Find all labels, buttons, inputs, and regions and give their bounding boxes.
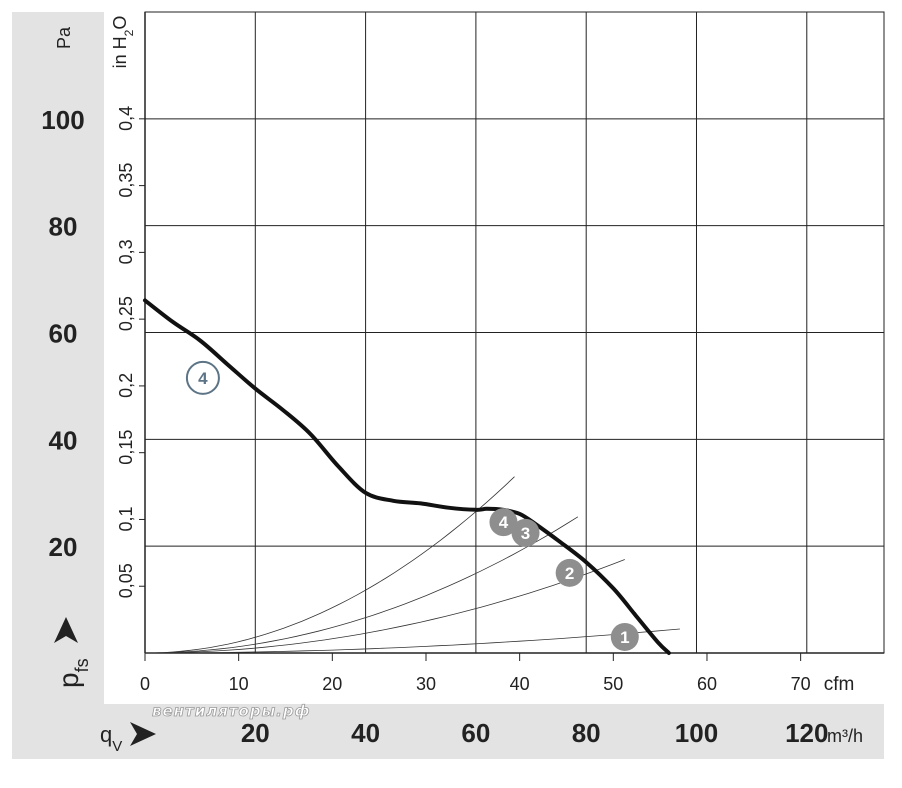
pa-tick-labels: 20 40 60 80 100 bbox=[41, 105, 84, 562]
marker-circle-outline bbox=[185, 360, 220, 395]
cfm-tick-label: 20 bbox=[322, 674, 342, 694]
grid bbox=[139, 11, 885, 661]
cfm-tick-labels: 0 10 20 30 40 50 60 70 bbox=[140, 674, 811, 694]
x-axis-arrow-icon bbox=[130, 722, 156, 746]
cfm-tick-label: 0 bbox=[140, 674, 150, 694]
cfm-tick-label: 10 bbox=[229, 674, 249, 694]
marker-label: 3 bbox=[521, 524, 530, 543]
pa-tick-label: 20 bbox=[49, 532, 78, 562]
m3h-tick-label: 20 bbox=[241, 718, 270, 748]
inh2o-tick-label: 0,1 bbox=[116, 506, 136, 531]
system-curve-2 bbox=[144, 559, 625, 654]
pa-unit-label: Pa bbox=[54, 26, 74, 49]
y-axis-arrow-icon bbox=[54, 617, 78, 643]
system-curve-4 bbox=[144, 476, 515, 654]
left-axis-panel bbox=[12, 12, 104, 704]
m3h-tick-label: 100 bbox=[675, 718, 718, 748]
inh2o-tick-labels: 0,05 0,1 0,15 0,2 0,25 0,3 0,35 0,4 bbox=[116, 106, 136, 598]
system-curve-1 bbox=[145, 628, 680, 654]
cfm-unit-label: cfm bbox=[824, 674, 855, 695]
series-line bbox=[143, 298, 671, 655]
pa-tick-label: 60 bbox=[49, 319, 78, 349]
inh2o-unit-suffix: O bbox=[110, 16, 130, 30]
m3h-tick-labels: 20 40 60 80 100 120 bbox=[241, 718, 829, 748]
cfm-tick-label: 70 bbox=[791, 674, 811, 694]
pa-tick-label: 100 bbox=[41, 105, 84, 135]
y-axis-label-main: p bbox=[53, 672, 84, 688]
cfm-tick-label: 50 bbox=[603, 674, 623, 694]
m3h-unit-label: m³/h bbox=[827, 726, 863, 746]
x-axis-label: qV bbox=[100, 722, 122, 755]
inh2o-unit-label: in H2O bbox=[110, 16, 136, 69]
cfm-tick-label: 40 bbox=[510, 674, 530, 694]
inh2o-tick-label: 0,4 bbox=[116, 106, 136, 131]
marker-circle-filled bbox=[489, 508, 518, 537]
pa-tick-label: 40 bbox=[49, 425, 78, 455]
marker-label: 4 bbox=[198, 369, 208, 388]
inh2o-tick-label: 0,25 bbox=[116, 296, 136, 331]
m3h-tick-label: 60 bbox=[461, 718, 490, 748]
y-axis-label: pfs bbox=[53, 658, 92, 688]
marker-label: 1 bbox=[620, 628, 629, 647]
x-axis-label-main: q bbox=[100, 722, 112, 747]
inh2o-tick-label: 0,2 bbox=[116, 373, 136, 398]
marker-circle-filled bbox=[511, 518, 540, 547]
m3h-tick-label: 80 bbox=[572, 718, 601, 748]
watermark: вентиляторы.рф bbox=[152, 702, 310, 720]
y-axis-label-sub: fs bbox=[72, 658, 92, 672]
system-curves bbox=[144, 476, 680, 654]
m3h-tick-label: 40 bbox=[351, 718, 380, 748]
marker-circle-filled bbox=[555, 558, 584, 587]
marker-label: 2 bbox=[565, 564, 574, 583]
inh2o-tick-label: 0,15 bbox=[116, 430, 136, 465]
system-curve-3 bbox=[144, 516, 579, 654]
marker-circle-filled bbox=[610, 622, 639, 651]
cfm-tick-label: 30 bbox=[416, 674, 436, 694]
inh2o-unit-prefix: in H bbox=[110, 36, 130, 68]
marker-label: 4 bbox=[499, 513, 509, 532]
bottom-axis-panel bbox=[12, 704, 884, 759]
cfm-tick-label: 60 bbox=[697, 674, 717, 694]
pa-tick-label: 80 bbox=[49, 212, 78, 242]
inh2o-tick-label: 0,05 bbox=[116, 563, 136, 598]
x-axis-label-sub: V bbox=[112, 738, 122, 755]
inh2o-unit-sub: 2 bbox=[122, 29, 136, 36]
inh2o-tick-label: 0,3 bbox=[116, 239, 136, 264]
inh2o-tick-label: 0,35 bbox=[116, 163, 136, 198]
m3h-tick-label: 120 bbox=[785, 718, 828, 748]
